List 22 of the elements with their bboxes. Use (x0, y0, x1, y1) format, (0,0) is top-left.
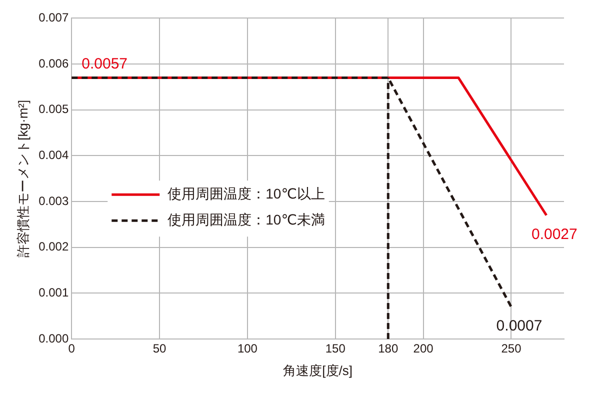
data-label: 0.0027 (531, 226, 578, 243)
x-tick-label: 0 (68, 342, 76, 356)
y-tick-label: 0.000 (38, 331, 69, 346)
legend-label: 使用周囲温度：10℃未満 (168, 212, 325, 228)
y-tick-label: 0.005 (38, 102, 69, 116)
data-label: 0.0007 (496, 318, 542, 335)
y-tick-label: 0.007 (38, 10, 69, 25)
x-tick-label: 100 (237, 342, 258, 356)
x-tick-label: 200 (413, 342, 434, 356)
x-axis-title: 角速度[度/s] (283, 362, 352, 378)
x-tick-label: 180 (378, 342, 398, 356)
legend-label: 使用周囲温度：10℃以上 (168, 186, 325, 202)
y-tick-label: 0.003 (38, 194, 69, 208)
y-tick-label: 0.002 (38, 240, 69, 254)
x-tick-label: 150 (325, 342, 346, 356)
x-tick-label: 50 (152, 342, 167, 356)
y-axis-title: 許容慣性モーメント[kg·m²] (15, 100, 30, 258)
y-tick-label: 0.001 (38, 285, 69, 300)
x-tick-label: 250 (501, 342, 522, 356)
y-tick-label: 0.004 (38, 148, 69, 162)
data-label: 0.0057 (82, 55, 128, 72)
y-tick-label: 0.006 (38, 56, 69, 70)
